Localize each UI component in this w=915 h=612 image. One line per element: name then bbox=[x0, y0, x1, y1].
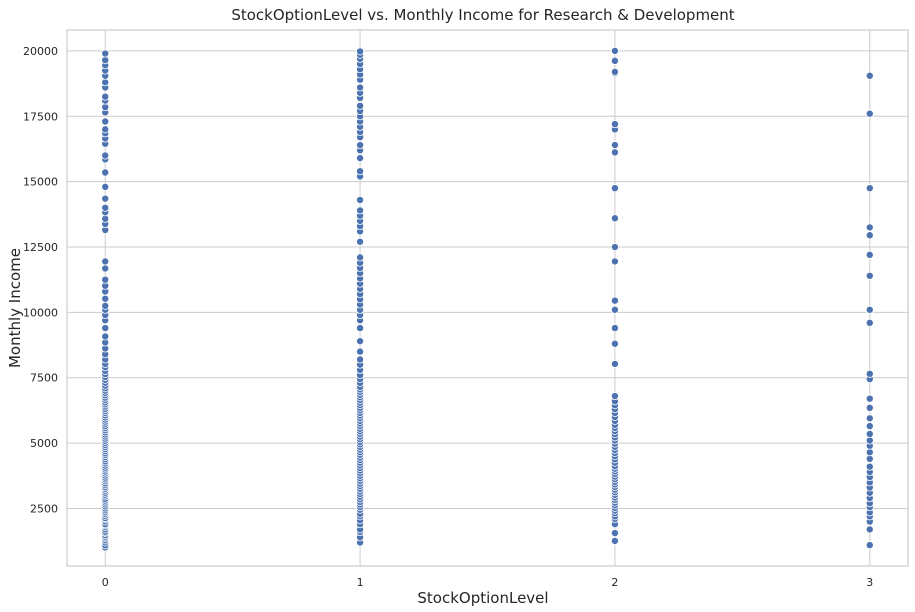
data-point bbox=[610, 141, 619, 150]
data-point bbox=[610, 324, 619, 333]
data-point bbox=[356, 253, 365, 262]
data-point bbox=[610, 148, 619, 157]
data-point bbox=[356, 347, 365, 356]
data-point bbox=[101, 203, 110, 212]
data-point bbox=[101, 117, 110, 126]
data-point bbox=[610, 392, 619, 401]
data-point bbox=[101, 324, 110, 333]
data-point bbox=[865, 541, 874, 550]
y-tick-labels: 2500 5000 7500 10000 12500 15000 17500 20000 bbox=[23, 45, 58, 516]
data-point bbox=[610, 67, 619, 76]
data-points bbox=[101, 46, 874, 552]
chart-title: StockOptionLevel vs. Monthly Income for … bbox=[231, 6, 734, 24]
data-point bbox=[865, 109, 874, 118]
data-point bbox=[356, 337, 365, 346]
data-point bbox=[865, 184, 874, 193]
plot-frame bbox=[66, 29, 909, 567]
grid bbox=[67, 30, 908, 566]
data-point bbox=[610, 257, 619, 266]
data-point bbox=[101, 264, 110, 273]
data-point bbox=[865, 250, 874, 259]
data-point bbox=[610, 359, 619, 368]
data-point bbox=[101, 332, 110, 341]
data-point bbox=[865, 231, 874, 240]
data-point bbox=[356, 47, 365, 56]
data-point bbox=[356, 101, 365, 110]
data-point bbox=[101, 257, 110, 266]
data-point bbox=[101, 194, 110, 203]
y-tick-label: 5000 bbox=[30, 437, 58, 450]
data-point bbox=[865, 422, 874, 431]
data-point bbox=[865, 71, 874, 80]
data-point bbox=[865, 414, 874, 423]
x-tick-labels: 0 1 2 3 bbox=[102, 576, 874, 589]
data-point bbox=[101, 301, 110, 310]
y-tick-label: 15000 bbox=[23, 176, 58, 189]
data-point bbox=[356, 206, 365, 215]
data-point bbox=[101, 182, 110, 191]
data-point bbox=[865, 436, 874, 445]
x-tick-label: 1 bbox=[357, 576, 364, 589]
data-point bbox=[865, 429, 874, 438]
x-tick-label: 2 bbox=[611, 576, 618, 589]
data-point bbox=[865, 271, 874, 280]
data-point bbox=[101, 275, 110, 284]
data-point bbox=[865, 223, 874, 232]
data-point bbox=[356, 355, 365, 364]
data-point bbox=[865, 454, 874, 463]
data-point bbox=[610, 529, 619, 538]
x-tick-label: 3 bbox=[866, 576, 873, 589]
data-point bbox=[865, 305, 874, 314]
data-point bbox=[865, 394, 874, 403]
data-point bbox=[101, 125, 110, 134]
y-tick-label: 12500 bbox=[23, 241, 58, 254]
data-point bbox=[610, 243, 619, 252]
x-axis-label: StockOptionLevel bbox=[417, 589, 548, 607]
data-point bbox=[610, 184, 619, 193]
y-tick-label: 20000 bbox=[23, 45, 58, 58]
data-point bbox=[865, 318, 874, 327]
y-tick-label: 2500 bbox=[30, 502, 58, 515]
data-point bbox=[101, 56, 110, 65]
data-point bbox=[356, 195, 365, 204]
data-point bbox=[101, 92, 110, 101]
data-point bbox=[356, 154, 365, 163]
data-point bbox=[356, 83, 365, 92]
data-point bbox=[101, 103, 110, 112]
x-tick-label: 0 bbox=[102, 576, 109, 589]
data-point bbox=[610, 120, 619, 129]
data-point bbox=[101, 49, 110, 58]
data-point bbox=[610, 339, 619, 348]
data-point bbox=[610, 296, 619, 305]
data-point bbox=[101, 214, 110, 223]
data-point bbox=[356, 324, 365, 333]
y-tick-label: 7500 bbox=[30, 372, 58, 385]
data-point bbox=[101, 168, 110, 177]
data-point bbox=[356, 167, 365, 176]
data-point bbox=[865, 403, 874, 412]
data-point bbox=[865, 369, 874, 378]
data-point bbox=[610, 536, 619, 545]
data-point bbox=[610, 305, 619, 314]
data-point bbox=[610, 214, 619, 223]
data-point bbox=[610, 46, 619, 55]
data-point bbox=[610, 56, 619, 65]
data-point bbox=[356, 141, 365, 150]
data-point bbox=[865, 448, 874, 457]
y-tick-label: 10000 bbox=[23, 306, 58, 319]
data-point bbox=[101, 151, 110, 160]
y-axis-label: Monthly Income bbox=[6, 248, 24, 368]
data-point bbox=[101, 294, 110, 303]
data-point bbox=[101, 78, 110, 87]
data-point bbox=[865, 525, 874, 534]
data-point bbox=[865, 462, 874, 471]
data-point bbox=[356, 237, 365, 246]
y-tick-label: 17500 bbox=[23, 110, 58, 123]
